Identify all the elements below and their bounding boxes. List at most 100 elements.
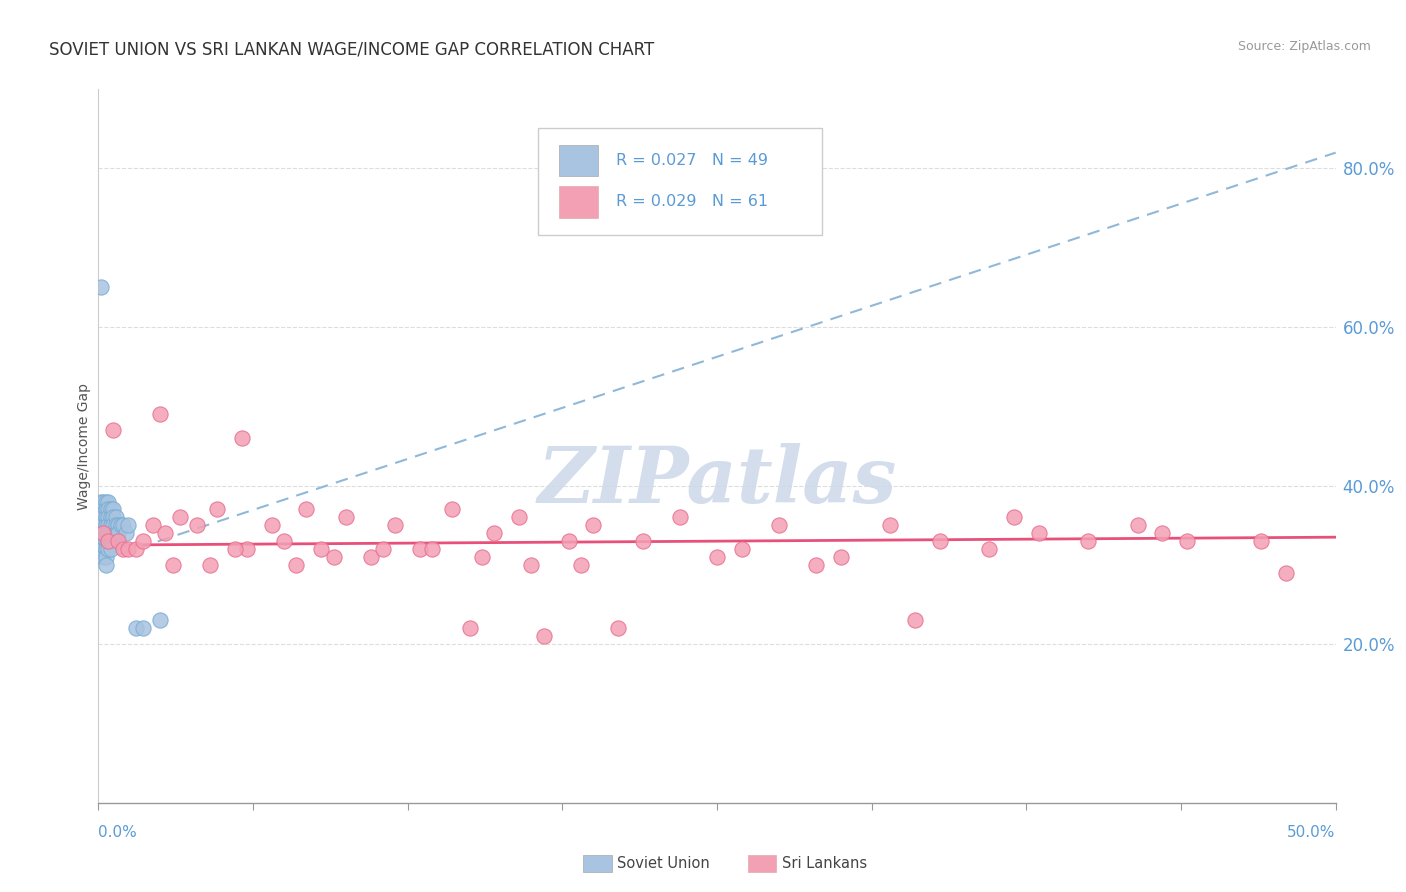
Point xyxy=(979,542,1001,557)
Point xyxy=(124,542,146,557)
Point xyxy=(103,518,125,533)
Point xyxy=(309,542,332,557)
Text: Source: ZipAtlas.com: Source: ZipAtlas.com xyxy=(1237,40,1371,54)
Point xyxy=(97,542,120,557)
Point xyxy=(132,621,155,635)
Point xyxy=(97,534,120,549)
Point xyxy=(149,407,172,421)
Text: Soviet Union: Soviet Union xyxy=(617,856,710,871)
Point xyxy=(93,526,115,541)
Point xyxy=(94,542,117,557)
Point xyxy=(100,526,122,541)
Point xyxy=(205,502,228,516)
Point xyxy=(322,549,344,564)
Point xyxy=(520,558,543,572)
Y-axis label: Wage/Income Gap: Wage/Income Gap xyxy=(77,383,91,509)
FancyBboxPatch shape xyxy=(537,128,823,235)
Point xyxy=(360,549,382,564)
Point xyxy=(285,558,308,572)
Point xyxy=(112,518,135,533)
Point xyxy=(97,518,120,533)
Point xyxy=(94,558,117,572)
Point xyxy=(508,510,530,524)
Point xyxy=(94,494,117,508)
Point xyxy=(94,510,117,524)
Point xyxy=(93,534,115,549)
Point xyxy=(186,518,208,533)
Point xyxy=(169,510,191,524)
FancyBboxPatch shape xyxy=(558,145,599,177)
Text: ZIPatlas: ZIPatlas xyxy=(537,443,897,520)
Point xyxy=(422,542,444,557)
Point xyxy=(471,549,494,564)
Point xyxy=(458,621,481,635)
Point xyxy=(103,423,125,437)
Point xyxy=(484,526,506,541)
Point xyxy=(90,542,112,557)
Point xyxy=(384,518,406,533)
Point xyxy=(557,534,579,549)
Point xyxy=(100,510,122,524)
Point xyxy=(830,549,852,564)
Point xyxy=(104,526,127,541)
Point xyxy=(879,518,901,533)
Point xyxy=(1002,510,1025,524)
Point xyxy=(110,518,132,533)
Point xyxy=(1250,534,1272,549)
Text: R = 0.027   N = 49: R = 0.027 N = 49 xyxy=(616,153,768,168)
Point xyxy=(1275,566,1298,580)
Text: Sri Lankans: Sri Lankans xyxy=(782,856,868,871)
Text: 0.0%: 0.0% xyxy=(98,825,138,840)
Text: R = 0.029   N = 61: R = 0.029 N = 61 xyxy=(616,194,768,210)
Point xyxy=(582,518,605,533)
Point xyxy=(97,510,120,524)
Point xyxy=(103,510,125,524)
Point xyxy=(90,534,112,549)
Point xyxy=(273,534,295,549)
Point xyxy=(768,518,790,533)
Point xyxy=(569,558,592,572)
Point xyxy=(117,518,139,533)
Point xyxy=(804,558,827,572)
Point xyxy=(409,542,432,557)
Point xyxy=(97,502,120,516)
Point xyxy=(132,534,155,549)
Point xyxy=(100,534,122,549)
Point xyxy=(107,526,129,541)
Point xyxy=(97,494,120,508)
Point xyxy=(93,494,115,508)
Point xyxy=(1152,526,1174,541)
Point xyxy=(90,518,112,533)
Point xyxy=(94,534,117,549)
Point xyxy=(731,542,754,557)
Point xyxy=(669,510,692,524)
Point xyxy=(904,614,927,628)
FancyBboxPatch shape xyxy=(558,186,599,218)
Point xyxy=(94,526,117,541)
Point xyxy=(224,542,246,557)
Point xyxy=(236,542,259,557)
Point xyxy=(231,431,253,445)
Point xyxy=(93,526,115,541)
Text: 50.0%: 50.0% xyxy=(1288,825,1336,840)
Point xyxy=(260,518,283,533)
Point xyxy=(631,534,654,549)
Point xyxy=(162,558,184,572)
Point xyxy=(94,502,117,516)
Point xyxy=(155,526,177,541)
Point xyxy=(94,518,117,533)
Point xyxy=(1175,534,1198,549)
Point xyxy=(112,542,135,557)
Point xyxy=(97,534,120,549)
Point xyxy=(100,518,122,533)
Point xyxy=(100,502,122,516)
FancyBboxPatch shape xyxy=(748,855,776,872)
Point xyxy=(93,510,115,524)
Point xyxy=(114,526,136,541)
Point xyxy=(117,542,139,557)
Point xyxy=(93,518,115,533)
Point xyxy=(90,280,112,294)
Point xyxy=(928,534,950,549)
Point xyxy=(607,621,630,635)
Point xyxy=(149,614,172,628)
